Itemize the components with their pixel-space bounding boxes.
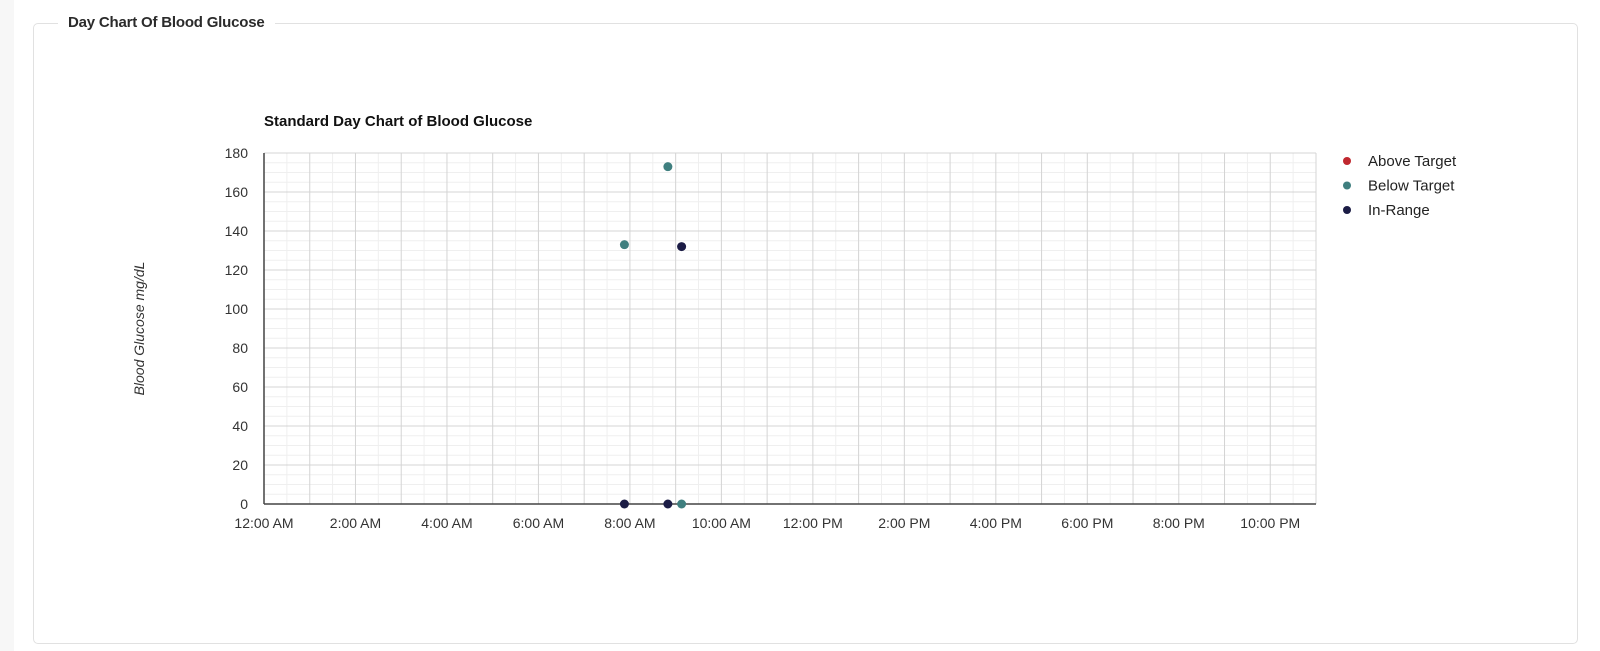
x-tick-label: 8:00 PM (1153, 515, 1205, 531)
legend-label: Below Target (1368, 178, 1455, 195)
chart-panel (33, 23, 1578, 644)
data-point (619, 499, 629, 509)
x-tick-label: 2:00 PM (878, 515, 930, 531)
legend-label: Above Target (1368, 153, 1457, 170)
x-tick-label: 12:00 AM (234, 515, 293, 531)
x-tick-label: 6:00 AM (513, 515, 564, 531)
x-tick-label: 4:00 PM (970, 515, 1022, 531)
y-tick-label: 40 (232, 418, 248, 434)
x-tick-label: 10:00 AM (692, 515, 751, 531)
data-point (619, 240, 629, 250)
legend-label: In-Range (1368, 202, 1430, 219)
y-axis-label: Blood Glucose mg/dL (131, 262, 147, 396)
y-tick-label: 20 (232, 457, 248, 473)
data-point (677, 242, 687, 252)
y-tick-label: 80 (232, 340, 248, 356)
x-tick-label: 10:00 PM (1240, 515, 1300, 531)
x-tick-label: 2:00 AM (330, 515, 381, 531)
y-tick-label: 120 (225, 262, 249, 278)
x-tick-label: 6:00 PM (1061, 515, 1113, 531)
y-tick-label: 0 (240, 496, 248, 512)
panel-title: Day Chart Of Blood Glucose (58, 14, 275, 31)
data-point (677, 499, 687, 509)
y-tick-label: 140 (225, 223, 249, 239)
legend-marker (1343, 181, 1351, 190)
legend-marker (1343, 157, 1351, 165)
y-tick-label: 100 (225, 301, 249, 317)
x-tick-label: 8:00 AM (604, 515, 655, 531)
y-tick-label: 60 (232, 379, 248, 395)
y-tick-label: 160 (225, 184, 249, 200)
y-tick-label: 180 (225, 145, 249, 161)
legend-marker (1343, 206, 1351, 214)
data-point (663, 499, 673, 509)
x-tick-label: 4:00 AM (421, 515, 472, 531)
data-point (663, 162, 673, 172)
x-tick-label: 12:00 PM (783, 515, 843, 531)
chart-title: Standard Day Chart of Blood Glucose (264, 113, 532, 130)
